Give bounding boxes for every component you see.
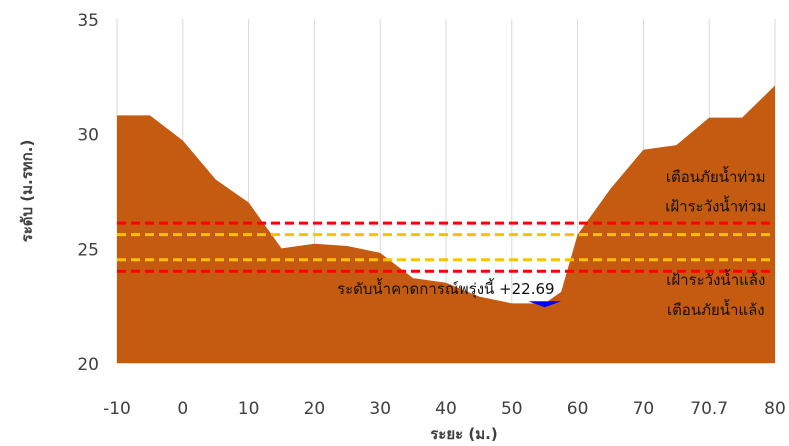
x-tick-label: 30	[369, 399, 391, 419]
terrain-area	[117, 85, 775, 364]
x-tick-label: -10	[103, 399, 131, 419]
water-level-area	[528, 301, 562, 308]
annotation-label: เตือนภัยน้ำท่วม	[666, 166, 766, 186]
y-tick-label: 20	[77, 355, 99, 375]
annotation-label: เฝ้าระวังน้ำท่วม	[665, 196, 766, 216]
y-tick-label: 25	[77, 240, 99, 260]
x-tick-label: 50	[501, 399, 523, 419]
annotation-label: เตือนภัยน้ำแล้ง	[667, 299, 765, 319]
reference-lines	[117, 221, 775, 273]
annotations: เตือนภัยน้ำท่วมเฝ้าระวังน้ำท่วมเฝ้าระวัง…	[337, 166, 766, 319]
x-tick-label: 20	[304, 399, 326, 419]
x-tick-label: 0	[177, 399, 188, 419]
annotation-label: เฝ้าระวังน้ำแล้ง	[666, 269, 765, 289]
x-tick-label: 60	[567, 399, 589, 419]
x-tick-label: 70.7	[690, 399, 728, 419]
x-tick-label: 70	[633, 399, 655, 419]
y-tick-labels: 20 25 30 35	[77, 11, 99, 375]
x-tick-label: 80	[764, 399, 786, 419]
y-axis-title: ระดับ (ม.รทก.)	[18, 140, 36, 243]
x-tick-labels: -10 0 10 20 30 40 50 60 70 70.7 80	[103, 399, 786, 419]
y-tick-label: 35	[77, 11, 99, 31]
x-tick-label: 40	[435, 399, 457, 419]
x-axis-title: ระยะ (ม.)	[430, 425, 497, 443]
x-tick-label: 10	[238, 399, 260, 419]
annotation-label: ระดับน้ำคาดการณ์พรุ่งนี้ +22.69	[337, 278, 555, 299]
y-tick-label: 30	[77, 126, 99, 146]
series-group	[117, 85, 775, 364]
